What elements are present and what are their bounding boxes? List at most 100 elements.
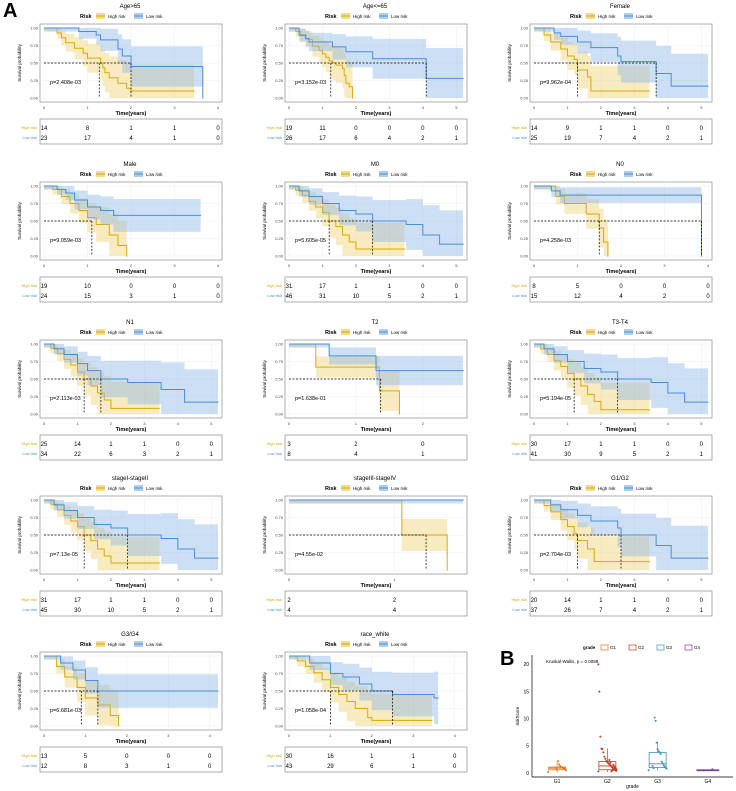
y-tick-label: 0 xyxy=(526,771,529,777)
legend-label-low: Low risk xyxy=(636,330,653,335)
risk-table xyxy=(284,746,468,773)
data-point-G2 xyxy=(597,770,600,773)
risk-count-high: 14 xyxy=(74,442,81,448)
risk-table xyxy=(284,434,468,461)
risk-count-low: 26 xyxy=(564,608,571,614)
km-svg: stageI-stageII Risk High risk Low risk 0.00 0… xyxy=(17,476,223,617)
legend-label-G1: G1 xyxy=(610,645,617,650)
x-axis-label: Time(years) xyxy=(116,269,147,275)
x-tick-label: 1 xyxy=(86,263,89,268)
censor-mark-high: + xyxy=(648,89,651,94)
y-tick-label: 0.00 xyxy=(520,412,529,417)
risk-count-high: 1 xyxy=(412,754,416,760)
panel-title: race_white xyxy=(360,632,390,638)
x-tick-label: 4 xyxy=(177,577,180,582)
survival-curve-high xyxy=(534,499,650,563)
risk-count-high: 0 xyxy=(700,126,704,132)
p-value: p=9.059e-03 xyxy=(50,238,81,244)
x-tick-label: 2 xyxy=(130,105,133,110)
km-svg: N0 Risk High risk Low risk 0.00 0.25 0.50 0.75 1… xyxy=(507,162,713,303)
risk-count-high: 1 xyxy=(633,126,637,132)
data-point-G3 xyxy=(656,748,659,751)
risk-count-high: 0 xyxy=(700,598,704,604)
risk-count-low: 7 xyxy=(599,136,603,142)
legend-label-high: High risk xyxy=(598,14,616,19)
risk-count-low: 5 xyxy=(388,294,392,300)
y-tick-label: 0.50 xyxy=(275,377,284,382)
risk-table-label-low: Low risk xyxy=(267,451,282,456)
risk-count-low: 17 xyxy=(84,136,91,142)
censor-mark-low: + xyxy=(437,696,440,701)
x-tick-label: 3 xyxy=(173,263,176,268)
risk-count-high: 1 xyxy=(129,126,133,132)
risk-table-label-low: Low risk xyxy=(22,607,37,612)
y-axis-label: Survival probability xyxy=(17,515,22,554)
y-axis-label: Survival probability xyxy=(17,201,22,240)
y-tick-label: 0.75 xyxy=(30,359,39,364)
x-tick-label: 2 xyxy=(600,105,603,110)
survival-curve-high xyxy=(534,27,650,92)
km-panel: Female Risk High risk Low risk 0.00 0.25 0.50 0… xyxy=(490,0,735,152)
y-tick-label: 0.25 xyxy=(520,236,529,241)
panel-title: N0 xyxy=(616,162,624,168)
y-tick-label: 0.75 xyxy=(520,359,529,364)
risk-count-high: 1 xyxy=(599,598,603,604)
km-svg: stageIII-stageIV Risk High risk Low risk 0.0… xyxy=(262,476,468,617)
legend-title: Risk xyxy=(80,14,93,20)
censor-mark-high: + xyxy=(117,724,120,729)
risk-count-high: 20 xyxy=(531,598,538,604)
censor-mark-high: + xyxy=(403,247,406,252)
risk-count-high: 31 xyxy=(286,284,293,290)
legend-label-high: High risk xyxy=(598,172,616,177)
risk-count-low: 1 xyxy=(700,136,704,142)
legend-label-low: Low risk xyxy=(391,486,408,491)
ci-band-low xyxy=(534,28,708,98)
risk-count-high: 14 xyxy=(564,598,571,604)
survival-curve-high xyxy=(534,343,650,411)
risk-table-label-high: High risk xyxy=(511,597,527,602)
y-tick-label: 0.00 xyxy=(30,724,39,729)
legend-label-high: High risk xyxy=(108,330,126,335)
y-tick-label: 0.75 xyxy=(30,43,39,48)
km-panel: G1/G2 Risk High risk Low risk 0.00 0.25 0.50 0.… xyxy=(490,472,735,624)
ci-band-low xyxy=(289,656,439,725)
y-tick-label: 0.00 xyxy=(275,96,284,101)
x-tick-label: 0 xyxy=(43,577,46,582)
legend-label-low: Low risk xyxy=(636,14,653,19)
y-tick-label: 0.00 xyxy=(520,254,529,259)
risk-table-label-low: Low risk xyxy=(512,451,527,456)
x-tick-label: 1 xyxy=(321,263,324,268)
risk-count-high: 0 xyxy=(216,284,220,290)
y-tick-label: 1.00 xyxy=(520,498,529,503)
y-tick-label: 1.00 xyxy=(275,654,284,659)
risk-count-low: 6 xyxy=(109,452,113,458)
risk-count-high: 14 xyxy=(41,126,48,132)
x-tick-label: 1 xyxy=(393,577,396,582)
risk-count-low: 24 xyxy=(41,294,48,300)
legend-label-high: High risk xyxy=(353,330,371,335)
risk-count-low: 26 xyxy=(286,136,293,142)
x-tick-label: 0 xyxy=(43,263,46,268)
x-axis-label: grade xyxy=(626,784,639,790)
y-axis-label: Survival probability xyxy=(262,43,267,82)
risk-table-label-low: Low risk xyxy=(22,451,37,456)
y-tick-label: 1.00 xyxy=(520,26,529,31)
p-value: p=2.704e-03 xyxy=(540,552,571,558)
risk-count-low: 1 xyxy=(412,764,416,770)
risk-count-high: 2 xyxy=(354,442,358,448)
x-axis-label: Time(years) xyxy=(116,111,147,117)
data-point-G2 xyxy=(603,755,606,758)
risk-table xyxy=(39,434,223,461)
y-tick-label: 0.75 xyxy=(275,671,284,676)
y-axis-label: Survival probability xyxy=(262,671,267,710)
x-tick-label: 4 xyxy=(422,263,425,268)
data-point-G4 xyxy=(702,769,705,772)
y-tick-label: 1.00 xyxy=(30,184,39,189)
risk-table xyxy=(529,590,713,617)
legend-swatch-G3 xyxy=(656,644,665,651)
y-tick-label: 0.50 xyxy=(275,61,284,66)
data-point-G2 xyxy=(605,760,608,763)
risk-count-high: 0 xyxy=(125,754,129,760)
risk-count-high: 30 xyxy=(531,442,538,448)
ci-band-low xyxy=(44,344,218,414)
